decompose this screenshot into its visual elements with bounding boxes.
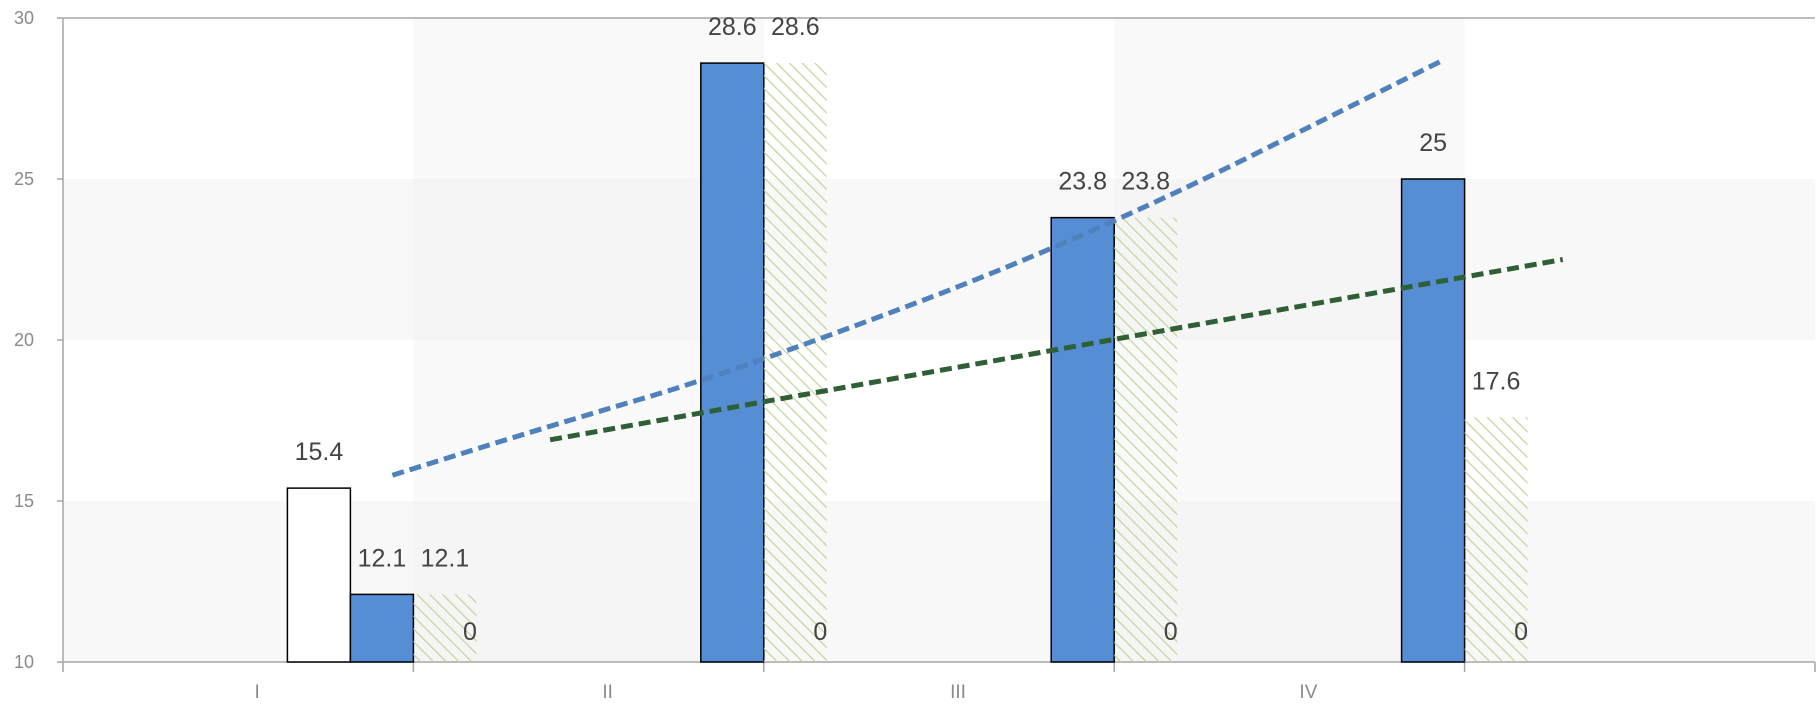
- trendline-exponential: [391, 57, 1445, 478]
- bar: [1114, 217, 1178, 662]
- data-label: 15.4: [295, 438, 344, 466]
- bar: [763, 63, 827, 662]
- data-label: 12.1: [358, 544, 407, 572]
- band-horizontal: [63, 179, 1815, 340]
- data-label: 25: [1419, 129, 1447, 157]
- data-label: 23.8: [1058, 168, 1107, 196]
- data-label: 12.1: [421, 544, 470, 572]
- y-tick-label: 20: [14, 330, 34, 350]
- bar: [349, 593, 415, 663]
- y-tick-label: 10: [14, 652, 34, 672]
- bar: [1464, 417, 1528, 662]
- x-tick-label: II: [602, 682, 613, 703]
- trendlines: [391, 57, 1564, 478]
- x-tick-label: I: [255, 682, 260, 703]
- y-tick-label: 25: [14, 169, 34, 189]
- y-tick-label: 15: [14, 491, 34, 511]
- data-label: 0: [1514, 618, 1528, 646]
- data-label: 0: [463, 618, 477, 646]
- y-tick-label: 30: [14, 8, 34, 28]
- data-label: 0: [813, 618, 827, 646]
- x-tick-label: IV: [1299, 682, 1317, 703]
- bar: [1400, 178, 1466, 663]
- data-label: 0: [1164, 618, 1178, 646]
- trendline-linear: [549, 257, 1564, 443]
- data-labels: 15.4 12.1 28.6 23.8 25 12.1 28.6 23.8 17.6 0 0 0 0: [295, 13, 1528, 646]
- bar: [286, 487, 352, 663]
- bar: [1050, 216, 1115, 663]
- data-label: 17.6: [1472, 367, 1521, 395]
- bar: [413, 594, 477, 662]
- data-label: 28.6: [771, 13, 820, 41]
- data-label: 28.6: [708, 13, 757, 41]
- data-label: 23.8: [1121, 168, 1170, 196]
- x-tick-label: III: [950, 682, 966, 703]
